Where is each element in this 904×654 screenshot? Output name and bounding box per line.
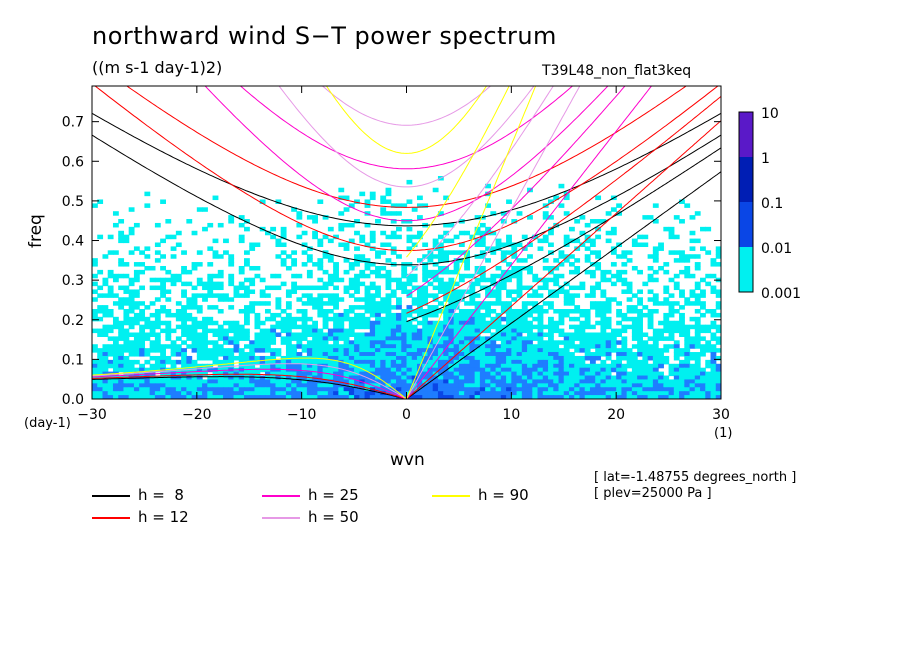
curve-mrg-2 (406, 86, 626, 297)
colorbar-label: 0.01 (761, 241, 792, 257)
curve-rossby-1 (92, 373, 407, 399)
curve-rossby-3 (92, 363, 407, 399)
x-tick-label: 20 (607, 407, 625, 423)
colorbar: 10 1 0.1 0.01 0.001 (738, 106, 801, 302)
curve-mrg-0 (406, 147, 721, 323)
x-tick-label: 10 (502, 407, 520, 423)
x-tick-label: 0 (402, 407, 411, 423)
colorbar-label: 10 (761, 106, 779, 122)
colorbar-swatch (739, 247, 753, 292)
y-tick-label: 0.0 (62, 392, 84, 408)
x-axis-unit: (1) (714, 426, 733, 441)
x-tick-label: −10 (287, 407, 317, 423)
dispersion-curves (92, 0, 721, 399)
curve-rossby-2 (92, 368, 407, 399)
y-tick-label: 0.2 (62, 313, 84, 329)
curve-mrg-1 (406, 96, 721, 314)
y-tick-label: 0.1 (62, 352, 84, 368)
legend-swatch (432, 495, 470, 497)
y-tick-label: 0.5 (62, 194, 84, 210)
chart-units: ((m s-1 day-1)2) (92, 58, 223, 77)
y-tick-label: 0.3 (62, 273, 84, 289)
run-name: T39L48_non_flat3keq (542, 63, 692, 79)
y-tick-label: 0.7 (62, 115, 84, 131)
x-tick-label: −20 (182, 407, 212, 423)
x-axis-label: wvn (390, 450, 425, 470)
legend-label: h = 8 (138, 486, 184, 504)
spectrum-field (92, 175, 721, 399)
y-axis-label: freq (26, 214, 46, 248)
y-tick-label: 0.6 (62, 154, 84, 170)
legend-label: h = 90 (478, 486, 529, 504)
legend-swatch (92, 495, 130, 497)
curve-ig2-0 (92, 112, 721, 227)
curve-ig2-2 (239, 86, 574, 170)
plev-info: [ plev=25000 Pa ] (594, 486, 712, 501)
curve-mrg-4 (406, 86, 510, 258)
curve-ig1-3 (278, 86, 535, 188)
curve-ig2-3 (321, 86, 492, 126)
curve-kelvin-3 (406, 86, 581, 399)
y-tick-label: 0.4 (62, 234, 84, 250)
legend-label: h = 25 (308, 486, 359, 504)
curve-kelvin-2 (406, 86, 653, 399)
curve-ig1-0 (92, 134, 721, 266)
curve-rossby-4 (92, 357, 407, 399)
curve-ig2-1 (126, 86, 687, 208)
legend-swatch (262, 495, 300, 497)
colorbar-swatch (739, 157, 753, 202)
curve-ig1-2 (204, 86, 609, 222)
curve-mrg-3 (406, 86, 554, 277)
axes: −30 −20 −10 0 10 20 30 0.0 0.1 0.2 0.3 0.4 0.5 0.6 0.7 (62, 86, 730, 423)
lat-info: [ lat=-1.48755 degrees_north ] (594, 470, 797, 485)
legend-label: h = 12 (138, 508, 189, 526)
y-axis-unit: (day-1) (24, 416, 71, 431)
x-tick-label: −30 (77, 407, 107, 423)
curve-rossby-0 (92, 376, 407, 399)
x-tick-label: 30 (712, 407, 730, 423)
curve-ig2-4 (92, 0, 721, 82)
legend-swatch (262, 517, 300, 519)
legend-swatch (92, 517, 130, 519)
colorbar-label: 0.001 (761, 286, 801, 302)
curve-kelvin-4 (406, 86, 537, 399)
colorbar-frame (738, 111, 754, 293)
colorbar-label: 1 (761, 151, 770, 167)
curve-ig1-1 (94, 86, 719, 252)
curve-ig1-4 (325, 86, 488, 154)
curve-kelvin-1 (406, 120, 721, 399)
colorbar-label: 0.1 (761, 196, 783, 212)
legend-label: h = 50 (308, 508, 359, 526)
chart-title: northward wind S−T power spectrum (92, 22, 557, 50)
colorbar-swatch (739, 112, 753, 157)
colorbar-swatch (739, 202, 753, 247)
curve-kelvin-0 (406, 171, 721, 399)
